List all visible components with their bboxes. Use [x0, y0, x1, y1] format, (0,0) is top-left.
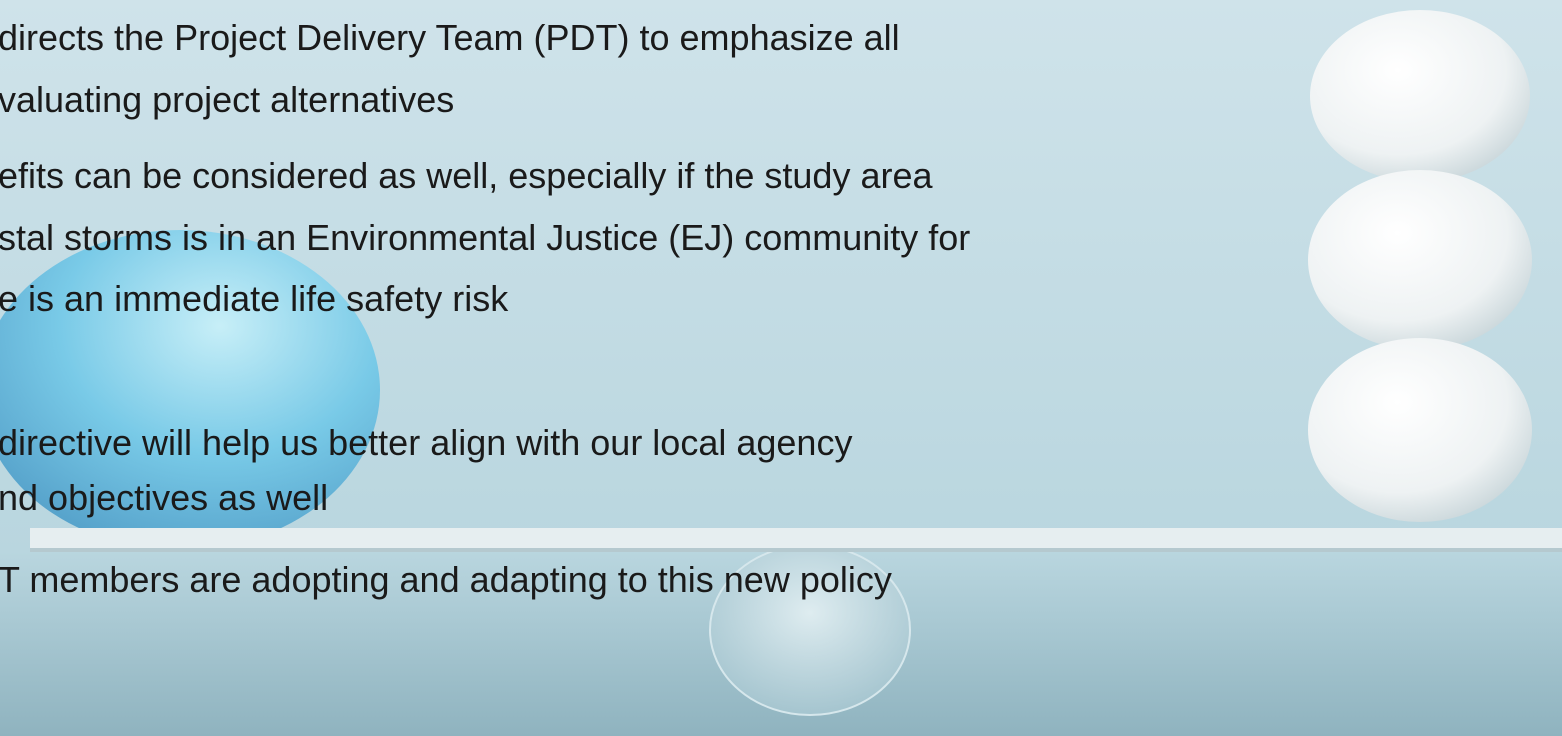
text-line: nd objectives as well [0, 476, 328, 520]
text-line: e is an immediate life safety risk [0, 277, 508, 321]
text-line: stal storms is in an Environmental Justi… [0, 216, 970, 260]
text-line: valuating project alternatives [0, 78, 454, 122]
slide: {"paragraphs": [ {"lines": ["directs the… [0, 0, 1562, 736]
text-line: efits can be considered as well, especia… [0, 154, 933, 198]
text-line: directive will help us better align with… [0, 421, 852, 465]
text-line: directs the Project Delivery Team (PDT) … [0, 16, 900, 60]
text-line: T members are adopting and adapting to t… [0, 558, 892, 602]
